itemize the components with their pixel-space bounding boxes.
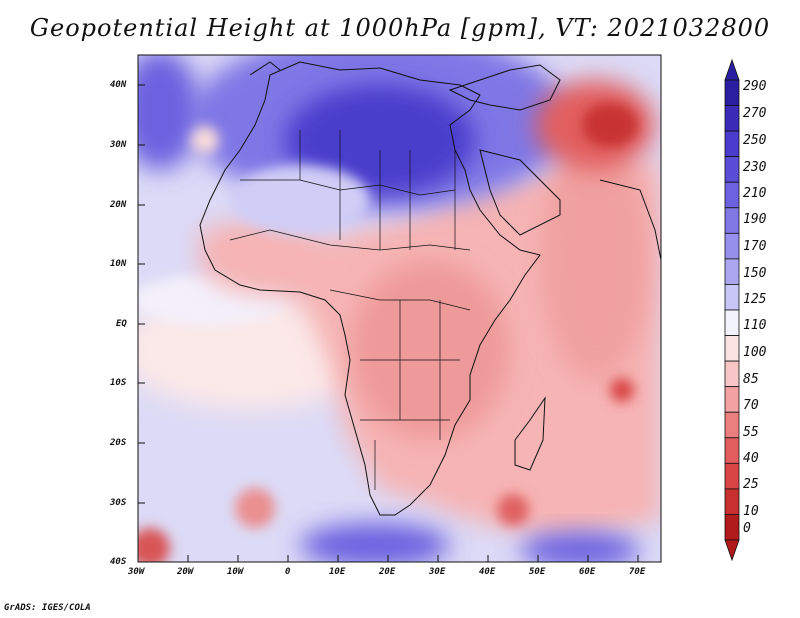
border xyxy=(229,229,471,251)
colorbar-label: 10 xyxy=(743,504,759,519)
border xyxy=(240,179,456,196)
madagascar-east-low xyxy=(610,378,634,402)
southern-ocean-high xyxy=(300,523,450,562)
lon-label: 50E xyxy=(529,567,546,577)
colorbar-segment xyxy=(724,105,740,132)
colorbar-segment xyxy=(724,130,740,158)
colorbar-label: 85 xyxy=(743,372,759,387)
colorbar-label: 100 xyxy=(743,345,767,360)
border xyxy=(329,289,471,421)
lon-label: 70E xyxy=(629,567,646,577)
colorbar-label: 110 xyxy=(743,318,767,333)
country-borders xyxy=(229,130,471,490)
lat-label: 20S xyxy=(110,438,127,448)
colorbar-segment xyxy=(724,335,740,362)
lat-label: 20N xyxy=(110,200,127,210)
south-atlantic-low xyxy=(235,488,275,528)
lat-label: 10N xyxy=(110,259,127,269)
colorbar-segment xyxy=(724,488,740,515)
border xyxy=(299,130,456,250)
colorbar-segment xyxy=(724,232,740,260)
colorbar-label: 170 xyxy=(743,239,767,254)
lon-label: 60E xyxy=(579,567,596,577)
colorbar-segment xyxy=(724,181,740,209)
map-frame xyxy=(137,54,662,563)
colorbar-segment xyxy=(724,207,740,234)
colorbar-label: 230 xyxy=(743,160,767,175)
colorbar-segment xyxy=(724,79,740,106)
colorbar-label: 40 xyxy=(743,451,759,466)
colorbar-segment xyxy=(724,462,740,490)
iberia-coastline xyxy=(249,61,281,76)
lon-label: 30W xyxy=(128,567,145,577)
colorbar-segment xyxy=(724,258,740,285)
central-africa-low xyxy=(350,260,510,440)
lon-label: 40E xyxy=(479,567,496,577)
credit-text: GrADS: IGES/COLA xyxy=(4,603,91,613)
colorbar-label: 290 xyxy=(743,79,767,94)
india-coastline xyxy=(599,179,661,261)
colorbar-segment xyxy=(724,309,740,336)
colorbar-label: 150 xyxy=(743,266,767,281)
axis-ticks xyxy=(138,84,639,563)
map-panel xyxy=(138,55,661,562)
colorbar-segment xyxy=(724,156,740,183)
coastlines xyxy=(199,61,661,516)
indian-ocean-field xyxy=(540,140,650,380)
colorbar-label: 250 xyxy=(743,133,767,148)
colorbar-label: 0 xyxy=(743,521,751,536)
colorbar-label: 55 xyxy=(743,425,759,440)
colorbar-segment xyxy=(724,386,740,413)
lat-label: 30S xyxy=(110,498,127,508)
lon-label: 10E xyxy=(329,567,346,577)
north-atlantic-high xyxy=(138,55,200,170)
colorbar-label: 70 xyxy=(743,398,759,413)
colorbar-arrow-top xyxy=(724,58,740,81)
sahel-band xyxy=(230,165,370,235)
lat-label: 30N xyxy=(110,140,127,150)
colorbar-segment xyxy=(724,360,740,388)
border xyxy=(374,300,441,490)
colorbar-label: 125 xyxy=(743,292,767,307)
chart-title: Geopotential Height at 1000hPa [gpm], VT… xyxy=(29,14,771,42)
lon-label: 30E xyxy=(429,567,446,577)
colorbar xyxy=(724,58,740,562)
colorbar-segment xyxy=(724,284,740,311)
arabia-coastline xyxy=(479,149,561,236)
middle-east-low-core xyxy=(582,103,638,147)
colorbar-segment xyxy=(724,411,740,439)
southeast-high xyxy=(520,532,640,562)
colorbar-segment xyxy=(724,514,740,541)
madagascar-coastline xyxy=(514,396,546,471)
lon-label: 20E xyxy=(379,567,396,577)
anatolia-coastline xyxy=(448,64,561,111)
lon-label: 10W xyxy=(227,567,244,577)
sahara-high-core xyxy=(285,85,475,195)
lat-label: 40N xyxy=(110,80,127,90)
southwest-corner-low xyxy=(138,528,170,562)
colorbar-segment xyxy=(724,437,740,464)
colorbar-label: 210 xyxy=(743,186,767,201)
canary-low xyxy=(191,126,219,154)
colorbar-label: 25 xyxy=(743,477,759,492)
lon-label: 20W xyxy=(177,567,194,577)
lon-label: 0 xyxy=(285,567,291,577)
lat-label: 40S xyxy=(110,557,127,567)
colorbar-label: 270 xyxy=(743,106,767,121)
colorbar-arrow-bottom xyxy=(724,539,740,562)
south-indian-low xyxy=(497,494,529,526)
lat-label: 10S xyxy=(110,378,127,388)
africa-coastline xyxy=(199,61,541,516)
colorbar-label: 190 xyxy=(743,212,767,227)
lat-label: EQ xyxy=(116,319,127,329)
